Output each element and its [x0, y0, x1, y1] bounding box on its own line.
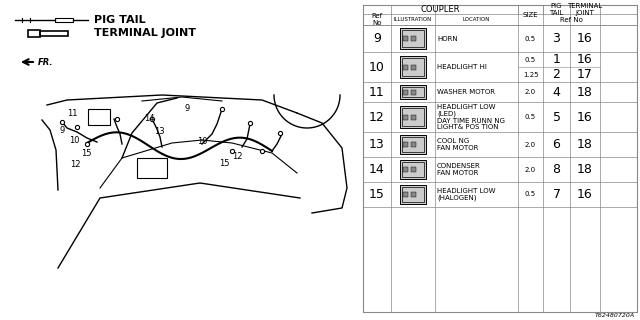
Bar: [400, 85, 426, 99]
Text: 13: 13: [154, 126, 164, 135]
Bar: [403, 36, 408, 41]
Bar: [403, 115, 408, 119]
Bar: [411, 115, 416, 119]
Text: ILLUSTRATION: ILLUSTRATION: [394, 17, 432, 22]
Bar: [402, 137, 424, 152]
Bar: [28, 29, 40, 36]
Bar: [40, 30, 68, 36]
Text: TERMINAL
JOINT: TERMINAL JOINT: [568, 3, 603, 16]
Text: 15: 15: [219, 158, 229, 167]
Text: 1: 1: [552, 53, 561, 66]
Text: 16: 16: [577, 110, 593, 124]
Text: HEADLIGHT LOW
(LED)
DAY TIME RUNN NG
LIGHT& POS TION: HEADLIGHT LOW (LED) DAY TIME RUNN NG LIG…: [437, 104, 505, 130]
Text: 8: 8: [552, 163, 561, 176]
Bar: [88, 109, 110, 125]
Text: 16: 16: [577, 53, 593, 66]
Text: 6: 6: [552, 138, 561, 151]
Text: 10: 10: [369, 60, 385, 74]
Bar: [402, 162, 424, 177]
Text: 0.5: 0.5: [525, 191, 536, 197]
Text: PIG
TAIL: PIG TAIL: [549, 3, 564, 16]
Text: 2.0: 2.0: [525, 89, 536, 95]
Bar: [402, 58, 424, 76]
Bar: [400, 106, 426, 128]
Bar: [411, 36, 416, 41]
Text: HEADLIGHT LOW
(HALOGEN): HEADLIGHT LOW (HALOGEN): [437, 188, 495, 201]
Text: 9: 9: [373, 32, 381, 45]
Text: 7: 7: [552, 188, 561, 201]
Bar: [400, 56, 426, 78]
Text: PIG TAIL: PIG TAIL: [94, 15, 146, 25]
Text: 16: 16: [577, 188, 593, 201]
Bar: [400, 185, 426, 204]
Bar: [403, 192, 408, 197]
Text: 18: 18: [577, 138, 593, 151]
Bar: [411, 167, 416, 172]
Text: 17: 17: [577, 68, 593, 81]
Bar: [411, 142, 416, 147]
Text: WASHER MOTOR: WASHER MOTOR: [437, 89, 495, 95]
Bar: [363, 5, 637, 312]
Bar: [55, 18, 73, 22]
Bar: [403, 65, 408, 69]
Text: 11: 11: [369, 85, 385, 99]
Text: 1.25: 1.25: [523, 71, 538, 77]
Text: 2.0: 2.0: [525, 141, 536, 148]
Bar: [400, 160, 426, 179]
Bar: [411, 65, 416, 69]
Text: 15: 15: [369, 188, 385, 201]
Text: Ref
No: Ref No: [371, 13, 383, 26]
Bar: [411, 192, 416, 197]
Text: 10: 10: [196, 137, 207, 146]
Bar: [402, 30, 424, 47]
Bar: [403, 142, 408, 147]
Text: 5: 5: [552, 110, 561, 124]
Bar: [400, 28, 426, 49]
Text: LOCATION: LOCATION: [463, 17, 490, 22]
Bar: [411, 90, 416, 94]
Text: CONDENSER
FAN MOTOR: CONDENSER FAN MOTOR: [437, 163, 481, 176]
Text: 18: 18: [577, 163, 593, 176]
Text: COOL NG
FAN MOTOR: COOL NG FAN MOTOR: [437, 138, 478, 151]
Bar: [402, 187, 424, 202]
Text: 11: 11: [67, 108, 77, 117]
Bar: [137, 158, 167, 178]
Text: 18: 18: [577, 85, 593, 99]
Text: HEADLIGHT HI: HEADLIGHT HI: [437, 64, 487, 70]
Text: 12: 12: [70, 159, 80, 169]
Bar: [403, 90, 408, 94]
Bar: [400, 135, 426, 154]
Text: HORN: HORN: [437, 36, 458, 42]
Text: Ref No: Ref No: [560, 17, 583, 22]
Text: 9: 9: [60, 125, 65, 134]
Text: 10: 10: [68, 135, 79, 145]
Text: 14: 14: [144, 114, 154, 123]
Text: 16: 16: [577, 32, 593, 45]
Text: 2.0: 2.0: [525, 166, 536, 172]
Text: 0.5: 0.5: [525, 57, 536, 62]
Text: TERMINAL JOINT: TERMINAL JOINT: [94, 28, 196, 38]
Text: 4: 4: [552, 85, 561, 99]
Text: 13: 13: [369, 138, 385, 151]
Text: 12: 12: [369, 110, 385, 124]
Text: 0.5: 0.5: [525, 36, 536, 42]
Bar: [402, 108, 424, 126]
Text: 0.5: 0.5: [525, 114, 536, 120]
Text: T62480720A: T62480720A: [595, 313, 635, 318]
Text: 15: 15: [81, 148, 92, 157]
Text: 12: 12: [232, 151, 243, 161]
Text: 2: 2: [552, 68, 561, 81]
Text: SIZE: SIZE: [523, 12, 538, 18]
Text: 3: 3: [552, 32, 561, 45]
Text: 14: 14: [369, 163, 385, 176]
Text: 9: 9: [184, 103, 189, 113]
Bar: [402, 87, 424, 97]
Text: COUPLER: COUPLER: [420, 5, 460, 14]
Text: FR.: FR.: [38, 58, 54, 67]
Bar: [403, 167, 408, 172]
